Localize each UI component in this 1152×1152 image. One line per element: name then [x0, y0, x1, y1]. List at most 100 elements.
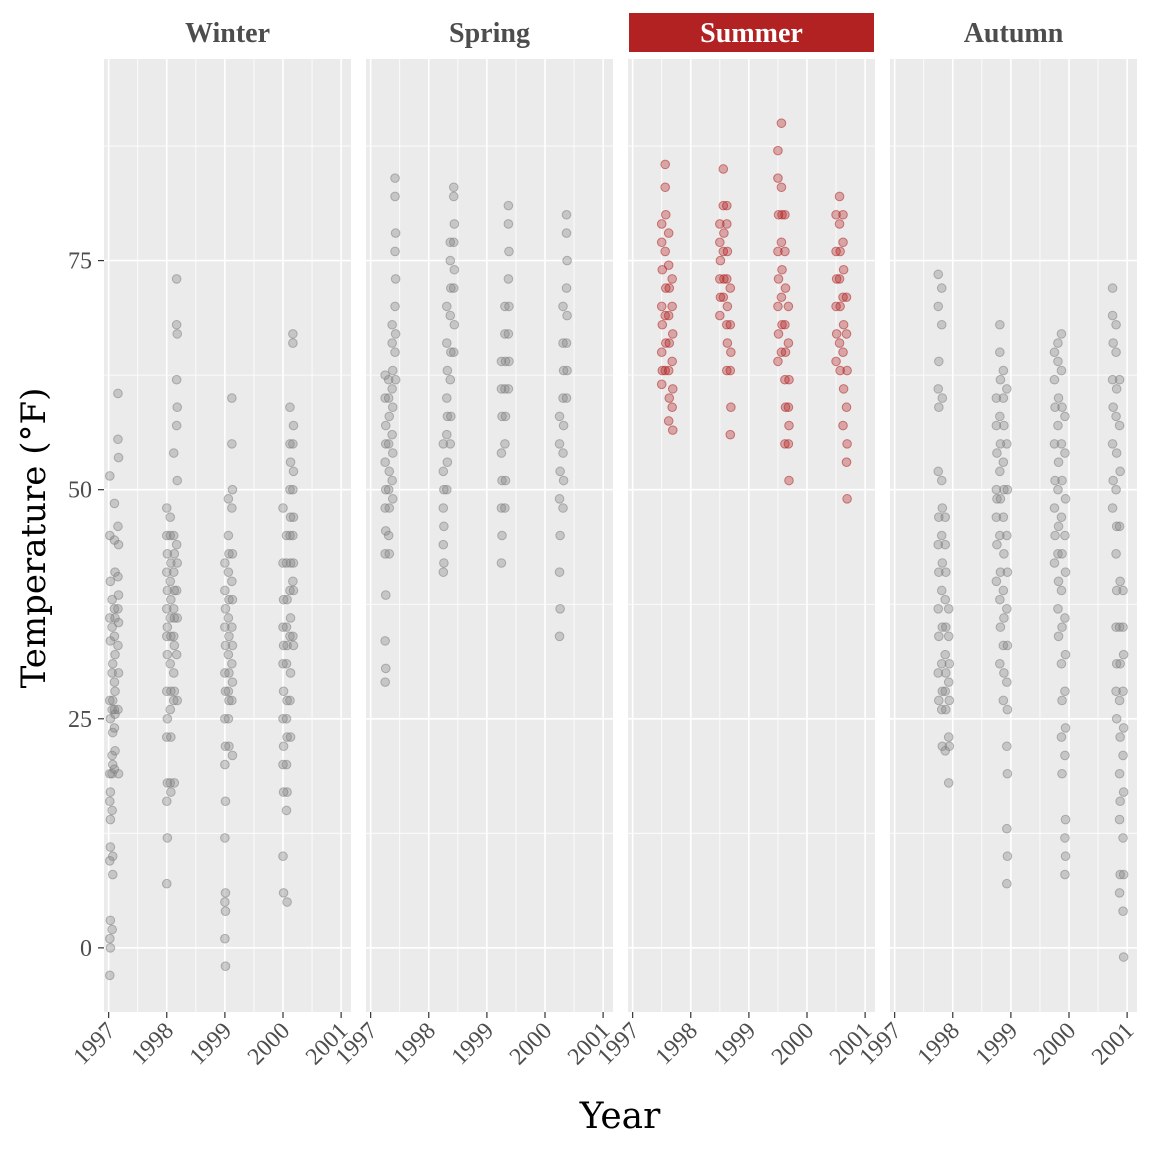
data-point	[943, 778, 954, 788]
data-point	[554, 567, 565, 577]
data-point	[1115, 869, 1125, 880]
data-point	[933, 539, 944, 550]
data-point	[278, 658, 288, 669]
data-point	[1107, 374, 1118, 385]
data-point	[831, 329, 842, 339]
data-point	[995, 622, 1006, 632]
data-point	[1050, 475, 1060, 486]
data-point	[562, 255, 572, 266]
data-point	[667, 274, 677, 284]
data-point	[1002, 604, 1012, 614]
data-point	[936, 658, 947, 669]
data-point	[278, 594, 289, 605]
data-point	[500, 503, 510, 513]
data-point	[224, 631, 234, 642]
data-point	[503, 384, 514, 394]
data-point	[773, 246, 783, 257]
data-point	[841, 402, 852, 413]
data-point	[162, 713, 173, 724]
data-point	[998, 695, 1009, 706]
data-point	[105, 842, 116, 852]
data-point	[834, 219, 845, 229]
data-point	[838, 347, 848, 358]
data-point	[715, 237, 725, 248]
data-point	[445, 374, 456, 385]
panel-background	[628, 59, 875, 1012]
data-point	[387, 365, 398, 376]
data-point	[1056, 365, 1067, 376]
data-point	[554, 494, 565, 504]
data-point	[107, 622, 117, 632]
data-point	[1115, 466, 1125, 477]
data-point	[995, 347, 1005, 358]
data-point	[169, 585, 180, 596]
data-point	[288, 558, 299, 568]
data-point	[390, 191, 400, 202]
data-point	[1060, 530, 1070, 541]
data-point	[168, 631, 179, 642]
data-point	[1111, 448, 1122, 458]
data-point	[109, 498, 120, 509]
data-point	[1114, 814, 1125, 825]
data-point	[1114, 521, 1125, 532]
data-point	[220, 961, 231, 971]
data-point	[220, 558, 230, 568]
data-point	[278, 851, 288, 862]
data-point	[933, 384, 944, 394]
data-point	[224, 594, 234, 605]
data-point	[995, 658, 1005, 669]
data-point	[288, 530, 298, 541]
data-point	[438, 567, 449, 577]
data-point	[1111, 319, 1121, 330]
data-point	[998, 393, 1009, 403]
data-point	[780, 209, 790, 220]
data-point	[834, 274, 845, 284]
data-point	[503, 219, 514, 229]
data-point	[1049, 374, 1060, 385]
data-point	[438, 466, 449, 477]
data-point	[657, 319, 668, 330]
data-point	[171, 585, 182, 596]
data-point	[288, 585, 299, 596]
data-point	[1111, 521, 1122, 532]
data-point	[500, 384, 510, 394]
data-point	[162, 778, 173, 788]
data-point	[777, 209, 787, 220]
data-point	[656, 347, 667, 358]
data-point	[715, 310, 725, 321]
data-point	[387, 448, 398, 458]
data-point	[169, 549, 180, 559]
data-point	[999, 484, 1009, 495]
data-point	[445, 237, 456, 248]
data-point	[841, 292, 852, 303]
data-point	[1053, 521, 1064, 532]
data-point	[166, 732, 176, 742]
data-point	[227, 622, 237, 632]
data-point	[1056, 658, 1067, 669]
data-point	[660, 209, 671, 220]
data-point	[780, 402, 791, 413]
data-point	[172, 695, 183, 706]
data-point	[667, 356, 677, 367]
data-point	[1049, 347, 1060, 358]
data-point	[169, 686, 180, 697]
data-point	[1057, 695, 1067, 706]
data-point	[1002, 768, 1013, 779]
data-point	[773, 274, 784, 284]
data-point	[1050, 530, 1060, 541]
data-point	[725, 283, 736, 293]
data-point	[842, 439, 852, 449]
x-tick-label: 1999	[709, 1018, 761, 1070]
data-point	[934, 631, 944, 642]
data-point	[171, 274, 182, 284]
data-point	[1060, 750, 1070, 761]
data-point	[165, 512, 176, 522]
data-point	[780, 246, 790, 257]
data-point	[1060, 649, 1071, 660]
data-point	[383, 374, 394, 385]
data-point	[105, 787, 116, 797]
data-point	[933, 604, 944, 614]
data-point	[1111, 347, 1121, 358]
data-point	[113, 521, 123, 532]
data-point	[223, 686, 234, 697]
